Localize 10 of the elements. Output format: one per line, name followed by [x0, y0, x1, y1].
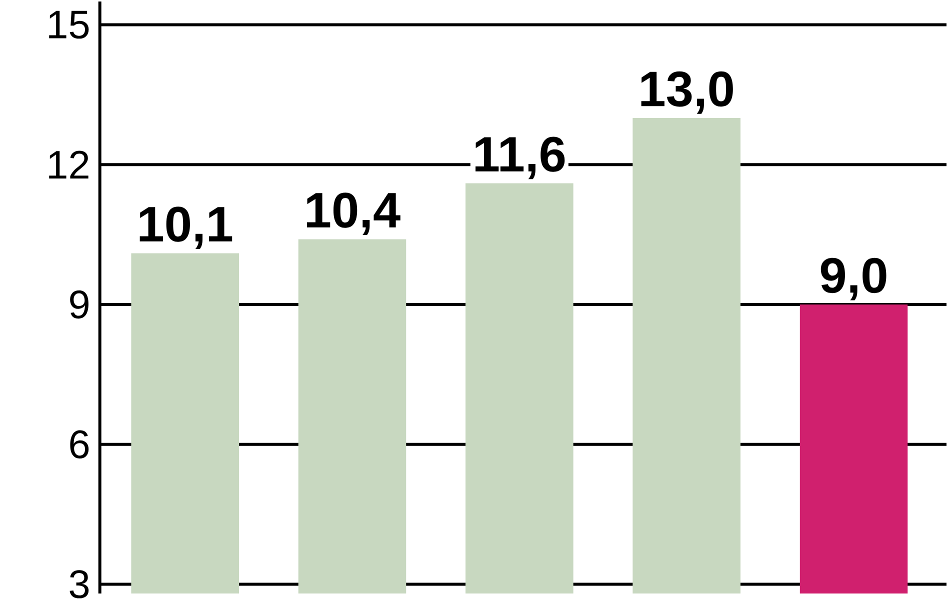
data-label: 10,4: [306, 192, 400, 236]
data-label: 10,1: [140, 206, 232, 250]
y-tick-label: 3: [70, 570, 89, 598]
y-tick-label: 12: [49, 150, 88, 179]
data-label: 9,0: [820, 258, 886, 300]
y-tick-label: 6: [70, 430, 89, 459]
y-tick-label: 15: [49, 11, 89, 39]
data-label: 13,0: [641, 72, 733, 114]
y-tick-label: 9: [70, 290, 88, 319]
data-label: 11,6: [476, 136, 565, 180]
